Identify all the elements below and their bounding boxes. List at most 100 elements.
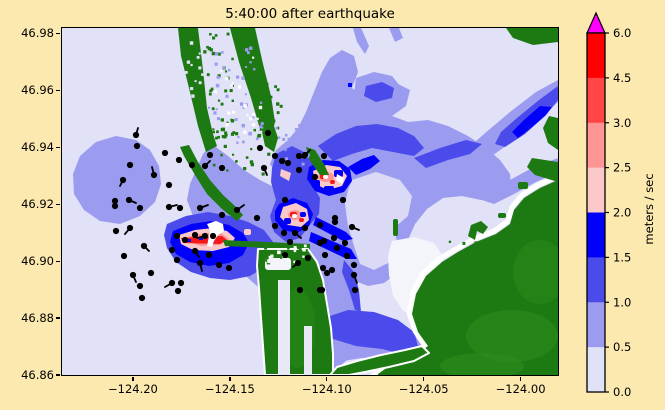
station-dot [206,151,214,159]
y-tick-label: 46.90 [21,253,54,268]
speckle-blue-mid [284,133,288,137]
land-spit-tip [262,123,278,152]
y-tick-mark [56,374,61,376]
speckle-white-wedge [303,244,307,248]
speed-10-bottom-core [320,310,418,355]
station-dot [218,164,226,172]
station-dot [343,252,351,260]
speckle-green-below-tip [266,144,270,148]
speckle-canals-blue [248,131,252,136]
speckle-white-town [243,104,247,108]
colorbar-tick-label: 0.0 [613,385,631,399]
speckle-green-town-gap [204,126,208,131]
speckle-green-town-gap [217,52,221,56]
speckle-green-wedge-top [298,248,302,252]
station-dot [165,203,173,211]
land-bottom-arm [329,345,430,375]
station-dot [286,238,294,246]
speckle-green-east-of-spit [269,115,272,118]
speckle-canals-blue [236,75,240,79]
station-dot [278,157,286,165]
station-dot [188,161,196,169]
land-shade-2 [513,240,558,304]
speckle-green-below-tip [235,160,238,163]
land-right-patch-2 [527,158,558,182]
speckle-canals-blue [245,66,248,68]
station-dot [218,211,226,219]
speckle-green-east-of-spit [267,124,271,128]
speckle-green-east-fringe [502,275,506,278]
speckle-green-town-gap [206,73,210,77]
station-dot [168,279,176,287]
x-tick-label: −124.15 [204,382,255,396]
station-dot [264,129,272,137]
station-dot [253,214,261,222]
station-dot [281,251,289,259]
speckle-green-wedge-top [288,250,291,254]
speckle-canals-blue [236,141,239,144]
speckle-white-town [214,90,217,93]
speckle-canals-blue [260,122,264,126]
station-dot [209,232,217,240]
navy-chunk-c2 [334,170,343,177]
colorbar-segment [587,302,605,348]
speckle-canals-blue [237,136,240,139]
land-south-spit-wedge [256,248,334,375]
speckle-green-town-gap [214,34,218,37]
speckle-green-east-of-spit [272,119,276,123]
speckle-green-east-of-spit [265,82,269,86]
speckle-green-east-of-spit [259,128,262,131]
navy-chunk-b2 [300,212,306,217]
speckle-green-town-gap [216,130,219,134]
station-dot [339,196,347,204]
speckle-white-wedge [293,249,297,253]
speckle-canals-blue [214,52,219,56]
station-dot [320,152,328,160]
speckle-green-town-gap [203,50,207,54]
station-dot [191,231,199,239]
y-tick-label: 46.86 [21,367,54,382]
station-dot [176,204,184,212]
speckle-canals-blue [225,94,229,98]
colorbar-segment [587,257,605,303]
speckle-green-town-gap [230,118,233,121]
speckle-green-wedge-top [304,249,308,253]
land-islet-1 [393,219,398,236]
speckle-green-below-tip [250,162,254,167]
speed-05-sliver-2 [389,28,403,42]
speed-20-pink-spot [244,229,251,235]
speckle-green-below-tip [267,152,271,156]
station-dot [348,223,356,231]
speckle-green-below-tip [215,136,218,140]
speckle-canals-blue [247,51,250,55]
speckle-green-town-gap [220,102,224,106]
speckle-white-wedge [268,255,272,259]
speckle-green-town-gap [226,121,229,124]
speckle-green-below-tip [250,148,253,151]
speckle-green-town-gap [211,51,216,56]
station-dot [191,247,199,255]
station-dot [316,221,324,229]
speckle-white-town [243,130,247,134]
station-dot [111,197,119,205]
speckle-white-wedge [267,260,271,264]
station-dot [331,214,339,222]
speckle-white-town [232,82,235,85]
station-dot [126,161,134,169]
colorbar-label: meters / sec [642,173,656,245]
station-dot [350,271,358,279]
station-dot [136,282,144,290]
x-tick-mark [229,376,231,381]
station-dot [304,254,312,262]
station-dot [150,171,158,179]
speckle-green-east-fringe [462,241,466,245]
speckle-white-town [249,117,253,121]
speckle-canals-blue [244,93,247,96]
speckle-green-wedge-top [297,247,300,250]
speed-45-jet-c-speck-2 [330,180,335,184]
speckle-blue-mid [304,127,308,131]
speckle-lavender-strip [190,63,193,67]
speckle-lavender-strip [184,102,187,105]
colorbar-tick-label: 3.0 [613,116,631,130]
station-dot [133,142,141,150]
